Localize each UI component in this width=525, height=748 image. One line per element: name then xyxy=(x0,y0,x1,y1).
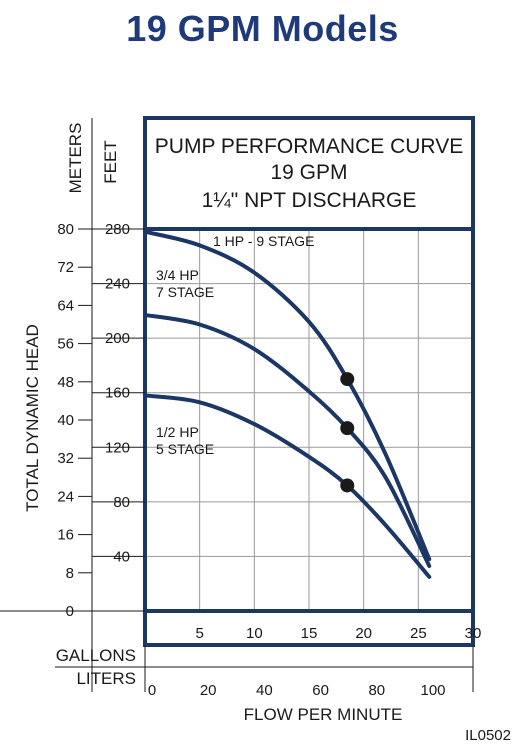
feet-tick-label: 40 xyxy=(113,548,130,565)
feet-tick-label: 80 xyxy=(113,494,130,511)
meters-tick-label: 80 xyxy=(57,221,74,238)
liters-tick-label: 60 xyxy=(312,682,329,699)
meters-tick-label: 0 xyxy=(66,603,74,620)
liters-tick-label: 20 xyxy=(200,682,217,699)
meters-tick-label: 56 xyxy=(57,336,74,353)
meters-unit-label: METERS xyxy=(66,123,85,194)
meters-tick-label: 32 xyxy=(57,450,74,467)
gallons-tick-label: 20 xyxy=(355,625,372,642)
gallons-tick-label: 15 xyxy=(301,625,318,642)
gallons-tick-label: 10 xyxy=(246,625,263,642)
chart-title-line: 19 GPM xyxy=(270,161,347,184)
annotations: 1 HP - 9 STAGE 3/4 HP7 STAGE 1/2 HP5 STAGE… xyxy=(156,233,511,744)
curve-label: 1 HP - 9 STAGE xyxy=(213,233,314,249)
liters-tick-label: 100 xyxy=(420,682,445,699)
rated-point-marker xyxy=(340,421,355,436)
liters-tick-label: 80 xyxy=(368,682,385,699)
chart-title-line: 1¼" NPT DISCHARGE xyxy=(202,189,417,212)
feet-tick-label: 160 xyxy=(105,385,130,402)
meters-tick-label: 24 xyxy=(57,488,74,505)
gallons-tick-label: 5 xyxy=(195,625,203,642)
curve-label: 7 STAGE xyxy=(156,284,214,300)
feet-tick-label: 200 xyxy=(105,330,130,347)
feet-tick-label: 120 xyxy=(105,439,130,456)
axes: PUMP PERFORMANCE CURVE 19 GPM 1¼" NPT DISC… xyxy=(0,116,482,724)
meters-tick-label: 40 xyxy=(57,412,74,429)
gallons-tick-label: 30 xyxy=(465,625,482,642)
gallons-unit-label: GALLONS xyxy=(56,646,136,665)
x-axis-label: FLOW PER MINUTE xyxy=(244,705,403,724)
meters-tick-label: 64 xyxy=(57,297,74,314)
page-heading: 19 GPM Models xyxy=(126,8,399,49)
liters-unit-label: LITERS xyxy=(76,669,136,688)
series-curve-0 xyxy=(143,229,432,562)
rated-point-marker xyxy=(340,478,355,493)
feet-tick-label: 280 xyxy=(105,221,130,238)
liters-tick-label: 40 xyxy=(256,682,273,699)
meters-tick-label: 8 xyxy=(66,565,74,582)
liters-tick-label: 0 xyxy=(148,682,156,699)
meters-tick-label: 16 xyxy=(57,527,74,544)
grid xyxy=(145,229,473,611)
series-curve-2 xyxy=(143,393,432,579)
curve-label: 3/4 HP xyxy=(156,267,199,283)
figure-code: IL0502 xyxy=(465,727,511,744)
chart-title-line: PUMP PERFORMANCE CURVE xyxy=(155,135,463,158)
chart-frame xyxy=(143,116,475,647)
meters-tick-label: 48 xyxy=(57,374,74,391)
curve-label: 5 STAGE xyxy=(156,441,214,457)
gallons-tick-label: 25 xyxy=(410,625,427,642)
feet-tick-label: 240 xyxy=(105,276,130,293)
curve-label: 1/2 HP xyxy=(156,424,199,440)
y-axis-label: TOTAL DYNAMIC HEAD xyxy=(23,324,42,512)
series-curve-1 xyxy=(143,312,432,568)
feet-unit-label: FEET xyxy=(101,140,120,183)
series-curves xyxy=(143,229,432,579)
rated-point-marker xyxy=(340,372,355,387)
meters-tick-label: 72 xyxy=(57,259,74,276)
